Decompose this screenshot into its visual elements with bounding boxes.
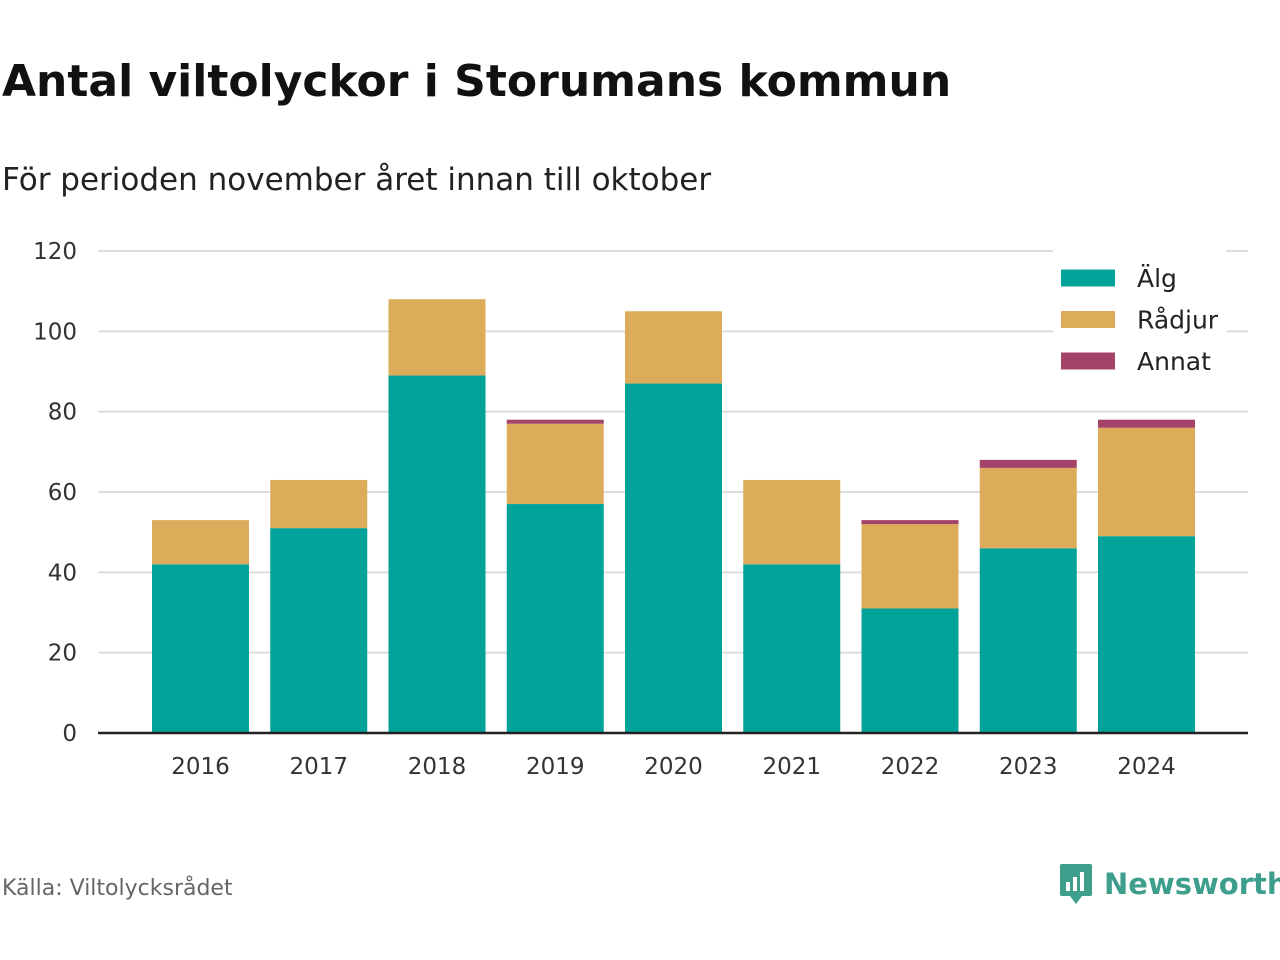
legend-label-alg: Älg (1137, 264, 1177, 293)
brand-name: Newsworthy (1104, 867, 1280, 901)
bar-segment-alg-2021 (743, 564, 841, 733)
x-tick-label: 2020 (644, 754, 703, 780)
y-tick-label: 80 (48, 400, 77, 426)
x-tick-label: 2023 (999, 754, 1058, 780)
bar-segment-radjur-2018 (388, 299, 486, 376)
bar-segment-radjur-2017 (270, 479, 368, 529)
x-tick-label: 2022 (881, 754, 940, 780)
bar-segment-alg-2024 (1098, 536, 1195, 733)
x-tick-label: 2016 (171, 754, 230, 780)
bar-segment-alg-2017 (270, 528, 368, 733)
newsworthy-logo-icon (1060, 864, 1092, 904)
bar-segment-alg-2020 (625, 383, 722, 733)
brand-logo: Newsworthy (1058, 862, 1280, 906)
y-tick-label: 100 (33, 319, 77, 345)
y-tick-label: 120 (33, 239, 77, 265)
legend-swatch-annat (1061, 352, 1115, 370)
bar-segment-alg-2016 (152, 564, 249, 733)
y-tick-label: 20 (48, 641, 77, 667)
bar-segment-radjur-2016 (152, 520, 249, 565)
x-tick-label: 2017 (289, 754, 348, 780)
legend-swatch-alg (1061, 269, 1115, 287)
y-tick-label: 0 (62, 721, 77, 747)
x-axis-ticks: 2016 2017 2018 2019 2020 2021 2022 2023 2024 (171, 754, 1176, 780)
bar-segment-radjur-2021 (743, 479, 841, 565)
bar-segment-radjur-2019 (506, 423, 604, 505)
legend-label-radjur: Rådjur (1137, 306, 1219, 335)
bar-segment-alg-2023 (979, 548, 1077, 733)
y-tick-label: 40 (48, 560, 77, 586)
bar-segment-annat-2023 (979, 459, 1077, 468)
x-tick-label: 2021 (762, 754, 821, 780)
y-axis-ticks: 0 20 40 60 80 100 120 (33, 239, 77, 747)
bar-segment-radjur-2022 (861, 524, 959, 609)
bar-segment-radjur-2020 (625, 311, 722, 384)
chart-subtitle: För perioden november året innan till ok… (2, 162, 712, 198)
bar-segment-alg-2019 (506, 504, 604, 733)
bar-segment-annat-2022 (861, 520, 959, 525)
x-tick-label: 2018 (408, 754, 467, 780)
bar-segment-annat-2019 (506, 419, 604, 424)
bar-segment-radjur-2023 (979, 467, 1077, 549)
chart-title: Antal viltolyckor i Storumans kommun (2, 56, 952, 107)
bars (152, 299, 1195, 733)
legend-swatch-radjur (1061, 311, 1115, 328)
x-tick-label: 2019 (526, 754, 585, 780)
bar-segment-annat-2024 (1098, 419, 1195, 428)
bar-segment-radjur-2024 (1098, 427, 1195, 537)
bar-segment-alg-2018 (388, 375, 486, 733)
y-tick-label: 60 (48, 480, 77, 506)
x-tick-label: 2024 (1117, 754, 1176, 780)
source-note: Källa: Viltolycksrådet (2, 876, 233, 901)
legend: Älg Rådjur Annat (1053, 250, 1226, 383)
bar-segment-alg-2022 (861, 608, 959, 733)
legend-label-annat: Annat (1137, 347, 1211, 376)
